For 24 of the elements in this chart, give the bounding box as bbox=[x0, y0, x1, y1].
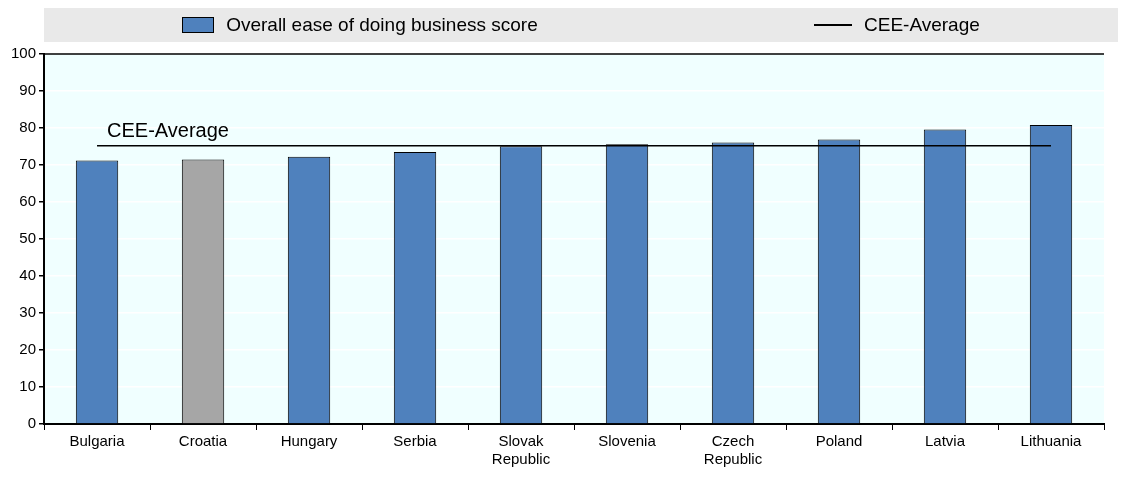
x-tick-label: Latvia bbox=[924, 432, 966, 450]
y-tick-label: 70 bbox=[19, 155, 37, 173]
x-tick-label: Czech Republic bbox=[703, 432, 763, 468]
y-tick-label: 100 bbox=[11, 44, 37, 62]
y-tick-label: 10 bbox=[19, 377, 37, 395]
x-tick-label: Lithuania bbox=[1020, 432, 1083, 450]
x-tick-label: Serbia bbox=[393, 432, 438, 450]
legend-label: Overall ease of doing business score bbox=[226, 14, 538, 36]
x-tick-label: Slovenia bbox=[598, 432, 657, 450]
annotation: CEE-Average bbox=[107, 119, 229, 142]
legend-label: CEE-Average bbox=[864, 14, 980, 36]
y-tick-label: 30 bbox=[19, 303, 37, 321]
y-tick-label: 80 bbox=[19, 118, 37, 136]
y-tick-label: 0 bbox=[27, 414, 37, 432]
y-tick-label: 50 bbox=[19, 229, 37, 247]
x-tick-label: Poland bbox=[815, 432, 863, 450]
y-tick-label: 20 bbox=[19, 340, 37, 358]
x-tick-label: Slovak Republic bbox=[491, 432, 551, 468]
y-tick-label: 40 bbox=[19, 266, 37, 284]
x-tick-label: Hungary bbox=[280, 432, 338, 450]
x-tick-label: Bulgaria bbox=[69, 432, 126, 450]
y-tick-label: 90 bbox=[19, 81, 37, 99]
y-tick-label: 60 bbox=[19, 192, 37, 210]
x-tick-label: Croatia bbox=[178, 432, 228, 450]
